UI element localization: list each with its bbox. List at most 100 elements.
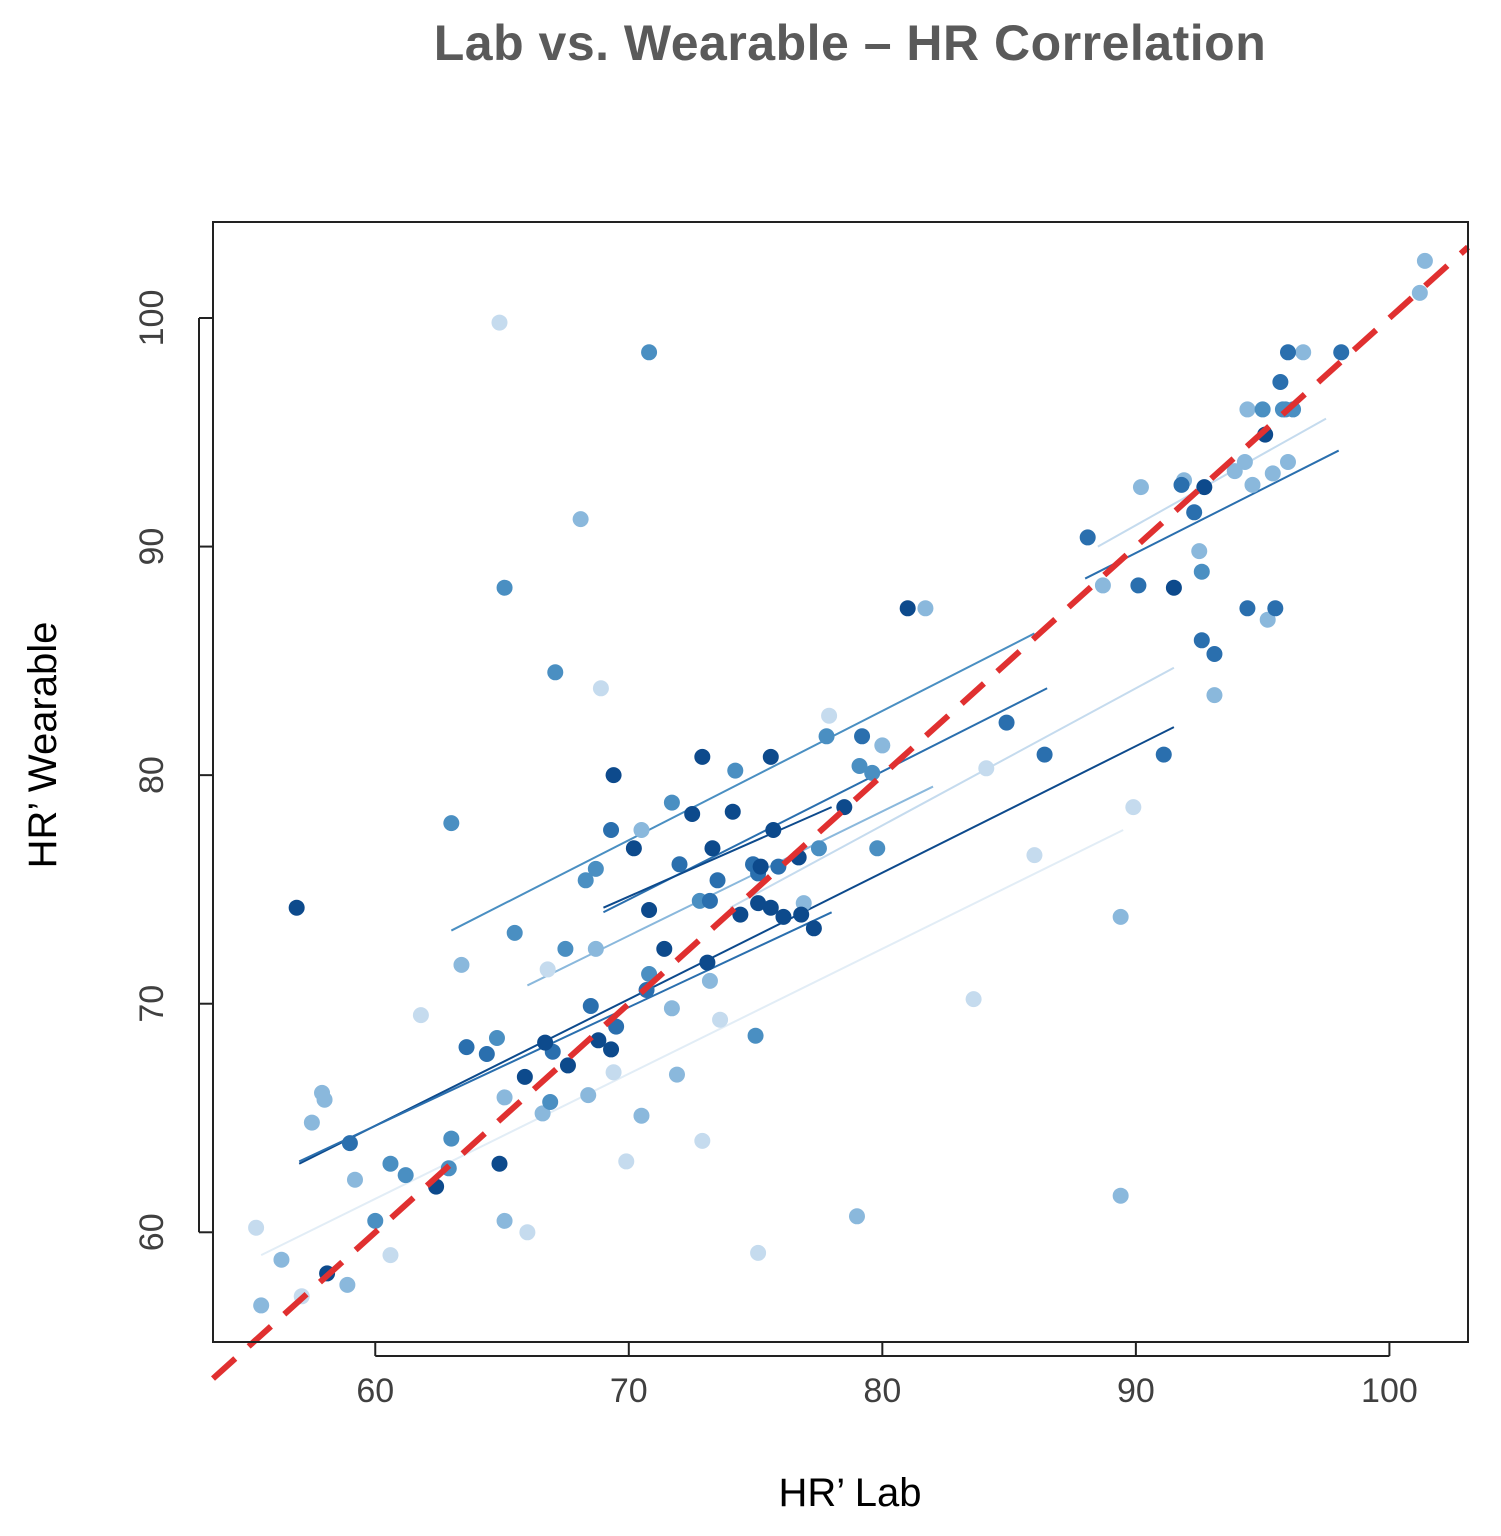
identity-line-path [210,244,1471,1381]
plot-frame [212,221,1469,1343]
point-c3-29 [1193,563,1210,580]
point-c4-39 [253,1297,270,1314]
point-c2-14 [998,714,1015,731]
point-c5-6 [605,1064,622,1081]
point-c2-3 [478,1046,495,1062]
point-c5-10 [821,707,838,724]
point-c3-20 [367,1212,384,1229]
point-c2-5 [582,998,599,1014]
point-c2-22 [1239,600,1256,617]
fit-line-5 [450,632,1035,932]
point-c4-30 [1416,252,1433,269]
point-c3-10 [818,728,835,745]
point-c4-24 [1244,476,1261,493]
point-c3-6 [663,794,680,811]
point-c4-10 [633,1107,650,1124]
point-c1-5 [516,1068,533,1085]
point-c5-1 [248,1219,265,1236]
point-c1-16 [724,803,741,820]
point-c2-1 [341,1135,358,1152]
point-c4-9 [633,822,650,838]
point-c1-12 [684,806,701,822]
point-c1-11 [656,940,673,957]
y-tick-label-70: 70 [133,985,171,1023]
point-c5-16 [712,1011,729,1028]
point-c2-15 [1036,746,1053,763]
point-c4-7 [580,1087,597,1104]
point-c4-15 [874,737,891,754]
point-c2-20 [1193,632,1210,649]
point-c1-15 [704,840,721,857]
fit-line-2 [298,911,833,1163]
point-c3-24 [542,1094,559,1110]
point-c3-14 [1254,401,1271,418]
point-c3-1 [443,815,460,832]
point-c3-21 [382,1155,399,1172]
point-c4-4 [453,956,470,973]
point-c1-13 [694,748,711,765]
point-c1-7 [590,1032,607,1049]
point-c2-19 [1186,504,1203,521]
point-c5-17 [978,760,995,777]
point-c5-5 [519,1224,536,1241]
point-c1-26 [805,920,822,937]
fit-line-10 [1097,417,1327,548]
point-c4-25 [1259,611,1276,628]
point-c2-13 [854,728,871,745]
point-c3-23 [488,1030,505,1046]
point-c1-22 [762,899,779,916]
point-c2-24 [1272,374,1289,390]
point-c4-40 [314,1084,331,1101]
point-c4-36 [496,1212,513,1229]
point-c2-9 [709,872,726,889]
point-c2-17 [1130,577,1147,594]
point-c1-25 [793,906,810,923]
point-c2-18 [1173,476,1190,493]
y-tick-label-80: 80 [133,756,171,794]
point-c4-29 [1411,284,1428,301]
y-tick-label-100: 100 [133,290,171,347]
point-c1-10 [641,902,658,918]
point-c4-11 [663,1000,680,1017]
point-c4-21 [1206,687,1223,704]
x-axis: 60 70 80 90 100 [356,1342,1418,1410]
point-c1-17 [732,906,749,923]
point-c1-4 [491,1155,508,1172]
point-c2-21 [1206,646,1223,662]
point-c2-27 [603,822,620,838]
regression-lines [260,417,1340,1257]
point-c1-20 [762,748,779,765]
point-c2-23 [1267,600,1284,617]
point-c1-19 [752,858,769,875]
point-c1-32 [625,840,642,857]
point-c2-25 [1279,344,1296,361]
point-c3-5 [641,344,658,361]
point-c2-16 [1079,529,1096,546]
fit-line-4 [603,806,833,909]
point-c5-7 [618,1153,635,1170]
point-c4-16 [917,600,934,617]
point-c3-25 [747,1027,764,1044]
point-c4-20 [1191,543,1208,560]
x-tick-label-90: 90 [1117,1372,1155,1410]
point-c1-28 [1165,579,1182,596]
point-c4-37 [339,1276,356,1293]
point-c4-3 [346,1171,363,1188]
point-c1-8 [603,1041,620,1058]
point-c5-4 [491,314,508,331]
fit-line-8 [260,829,1124,1257]
point-c4-12 [668,1066,685,1083]
point-c1-33 [537,1034,554,1051]
point-c3-3 [506,924,523,941]
point-c4-17 [1094,577,1111,594]
point-c1-27 [899,600,916,617]
point-c3-11 [851,758,868,774]
point-c5-9 [750,1244,767,1261]
point-c5-15 [412,1007,429,1024]
point-c3-28 [810,840,827,857]
point-c3-2 [496,579,513,596]
point-c5-13 [1125,799,1142,816]
point-c1-29 [1196,479,1213,496]
y-axis: 60 70 80 90 100 [133,290,213,1251]
point-c4-5 [496,1089,513,1106]
